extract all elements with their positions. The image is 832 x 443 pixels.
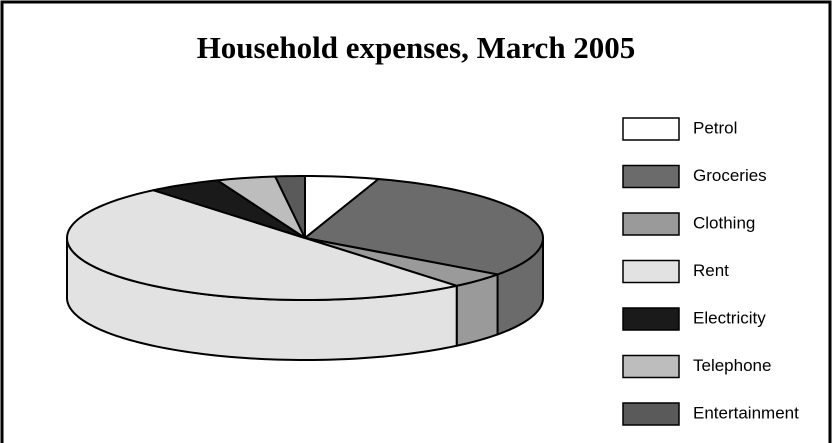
legend-label: Entertainment	[693, 403, 799, 422]
legend-label: Petrol	[693, 118, 737, 137]
legend-label: Clothing	[693, 213, 755, 232]
legend-label: Groceries	[693, 166, 767, 185]
legend-swatch	[622, 164, 680, 189]
legend-label: Telephone	[693, 356, 771, 375]
pie-slice	[274, 175, 306, 239]
legend-swatch	[622, 117, 680, 141]
legend-swatch	[622, 212, 680, 236]
chart-title: Household expenses, March 2005	[197, 30, 636, 65]
pie-slice	[152, 179, 306, 239]
legend-swatch	[622, 259, 680, 284]
legend-label: Electricity	[693, 308, 766, 327]
pie-slice	[66, 189, 458, 301]
legend-swatch	[622, 402, 680, 426]
legend-swatch	[622, 307, 680, 331]
legend-swatch	[622, 354, 680, 379]
pie-slice	[216, 175, 306, 239]
legend-label: Rent	[693, 261, 729, 280]
pie-slice	[304, 178, 544, 276]
pie-slice	[304, 237, 499, 287]
